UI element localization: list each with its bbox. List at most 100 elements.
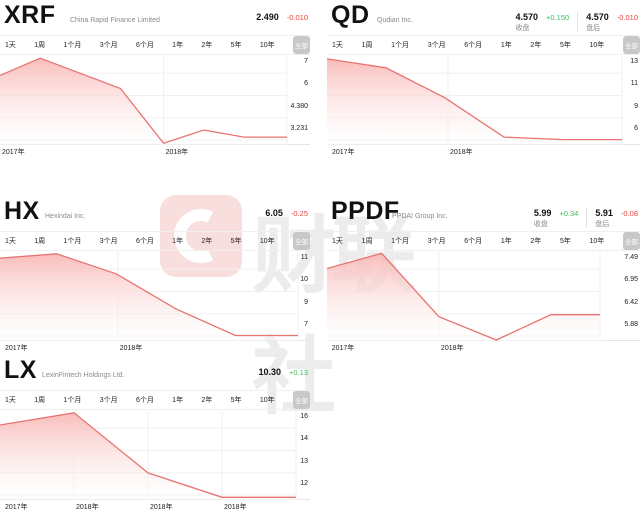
tab-range-4[interactable]: 6个月 [135,238,154,245]
quote-price: 5.91 [595,208,613,218]
quote-row: 5.91 -0.08 [595,208,638,218]
tab-range-0[interactable]: 1天 [332,42,343,49]
tab-range-4[interactable]: 6个月 [464,42,483,49]
tab-range-8[interactable]: 10年 [259,42,275,49]
quote-row: 4.570 +0.150 [516,12,570,22]
price-area [327,58,622,145]
tab-range-1[interactable]: 1周 [361,42,373,49]
tab-range-4[interactable]: 6个月 [464,238,483,245]
quote-price: 6.05 [265,208,283,218]
tab-range-1[interactable]: 1周 [34,42,46,49]
quote-1: 4.570 -0.010 盘后 [586,12,638,33]
ticker-symbol: HX [4,197,40,225]
tab-range-7[interactable]: 5年 [559,238,571,245]
y-tick-label: 11 [300,254,308,262]
tab-range-7[interactable]: 5年 [230,397,242,404]
y-tick-label: 11 [630,80,638,88]
tab-range-8[interactable]: 10年 [259,238,275,245]
tab-range-9[interactable]: 全部 [293,232,310,250]
quote-price: 4.570 [515,12,539,22]
x-tick-label: 2018年 [76,504,99,511]
quote-change: -0.25 [290,209,308,218]
y-tick-label: 6 [304,80,308,88]
y-tick-label: 9 [634,102,638,110]
stock-panel-xrf: XRF China Rapid Finance Limited 2.490 -0.01… [0,0,310,156]
company-name: China Rapid Finance Limited [70,17,160,24]
tab-range-9[interactable]: 全部 [293,391,310,409]
tab-range-3[interactable]: 3个月 [99,397,118,404]
stock-panel-lx: LX LexinFintech Holdings Ltd. 10.30 +0.13 1天… [0,355,310,511]
stock-panel-ppdf: PPDF PPDAI Group Inc. 5.99 +0.34 收盘 5.91 -0.08… [327,196,640,352]
tab-range-5[interactable]: 1年 [172,42,184,49]
quote-label: 盘后 [586,25,601,32]
tab-range-9[interactable]: 全部 [622,232,640,250]
price-chart-ppdf [327,252,640,341]
tab-range-3[interactable]: 3个月 [427,42,446,49]
tab-range-0[interactable]: 1天 [5,397,16,404]
tab-range-7[interactable]: 5年 [559,42,571,49]
range-tabs: 1天 1周 1个月 3个月 6个月 1年 2年 5年 10年 全部 [0,390,310,410]
quote-group: 4.570 +0.150 收盘 4.570 -0.010 盘后 [516,12,638,33]
tab-range-7[interactable]: 5年 [230,42,242,49]
tab-range-3[interactable]: 3个月 [99,42,118,49]
tab-range-6[interactable]: 2年 [201,42,213,49]
quote-group: 6.05 -0.25 [265,208,308,218]
tab-range-6[interactable]: 2年 [201,397,213,404]
tab-range-8[interactable]: 10年 [589,42,605,49]
tab-range-5[interactable]: 1年 [500,238,512,245]
tab-range-2[interactable]: 1个月 [391,42,410,49]
tab-range-6[interactable]: 2年 [201,238,213,245]
tab-range-2[interactable]: 1个月 [63,238,82,245]
quote-main: 10.30 +0.13 [258,367,308,377]
tab-range-4[interactable]: 6个月 [135,397,154,404]
y-tick-label: 9 [304,298,308,306]
quote-row: 4.570 -0.010 [586,12,638,22]
y-tick-label: 3.231 [290,124,308,132]
tab-range-9[interactable]: 全部 [293,36,310,54]
y-tick-label: 7 [304,58,308,66]
tab-range-9[interactable]: 全部 [622,36,640,54]
range-tabs: 1天 1周 1个月 3个月 6个月 1年 2年 5年 10年 全部 [0,231,310,251]
y-tick-label: 7.49 [624,254,638,262]
tab-range-7[interactable]: 5年 [230,238,242,245]
tab-range-5[interactable]: 1年 [500,42,512,49]
tab-range-1[interactable]: 1周 [34,238,46,245]
tab-range-1[interactable]: 1周 [34,397,46,404]
tab-range-3[interactable]: 3个月 [427,238,446,245]
tab-range-5[interactable]: 1年 [172,397,184,404]
tab-range-1[interactable]: 1周 [361,238,373,245]
tab-range-8[interactable]: 10年 [589,238,605,245]
quote-price: 5.99 [533,208,552,218]
quote-0: 4.570 +0.150 收盘 [516,12,570,33]
quote-row: 10.30 +0.13 [258,367,308,377]
ticker-symbol: LX [4,356,37,384]
company-name: LexinFintech Holdings Ltd. [42,372,125,379]
tab-range-3[interactable]: 3个月 [99,238,118,245]
quote-group: 5.99 +0.34 收盘 5.91 -0.08 盘后 [534,208,638,229]
ticker-symbol: PPDF [331,197,400,225]
quote-label: 收盘 [533,221,548,228]
tab-range-8[interactable]: 10年 [259,397,275,404]
tab-range-5[interactable]: 1年 [172,238,184,245]
quote-row: 6.05 -0.25 [265,208,308,218]
x-tick-label: 2017年 [4,504,28,511]
tab-range-0[interactable]: 1天 [5,42,16,49]
tab-range-2[interactable]: 1个月 [63,397,82,404]
price-area [0,253,298,341]
y-tick-label: 14 [300,435,308,443]
tab-range-6[interactable]: 2年 [530,42,542,49]
quote-1: 5.91 -0.08 盘后 [595,208,638,229]
tab-range-0[interactable]: 1天 [332,238,343,245]
price-line [0,57,287,145]
tab-range-2[interactable]: 1个月 [391,238,410,245]
quote-label: 盘后 [595,221,610,228]
company-name: Qudian Inc. [377,17,413,24]
price-line [327,58,622,141]
quote-price: 10.30 [258,367,282,377]
y-tick-label: 10 [300,276,308,284]
tab-range-0[interactable]: 1天 [5,238,16,245]
tab-range-6[interactable]: 2年 [530,238,542,245]
tab-range-4[interactable]: 6个月 [135,42,154,49]
tab-range-2[interactable]: 1个月 [63,42,82,49]
quote-row: 5.99 +0.34 [534,208,579,218]
